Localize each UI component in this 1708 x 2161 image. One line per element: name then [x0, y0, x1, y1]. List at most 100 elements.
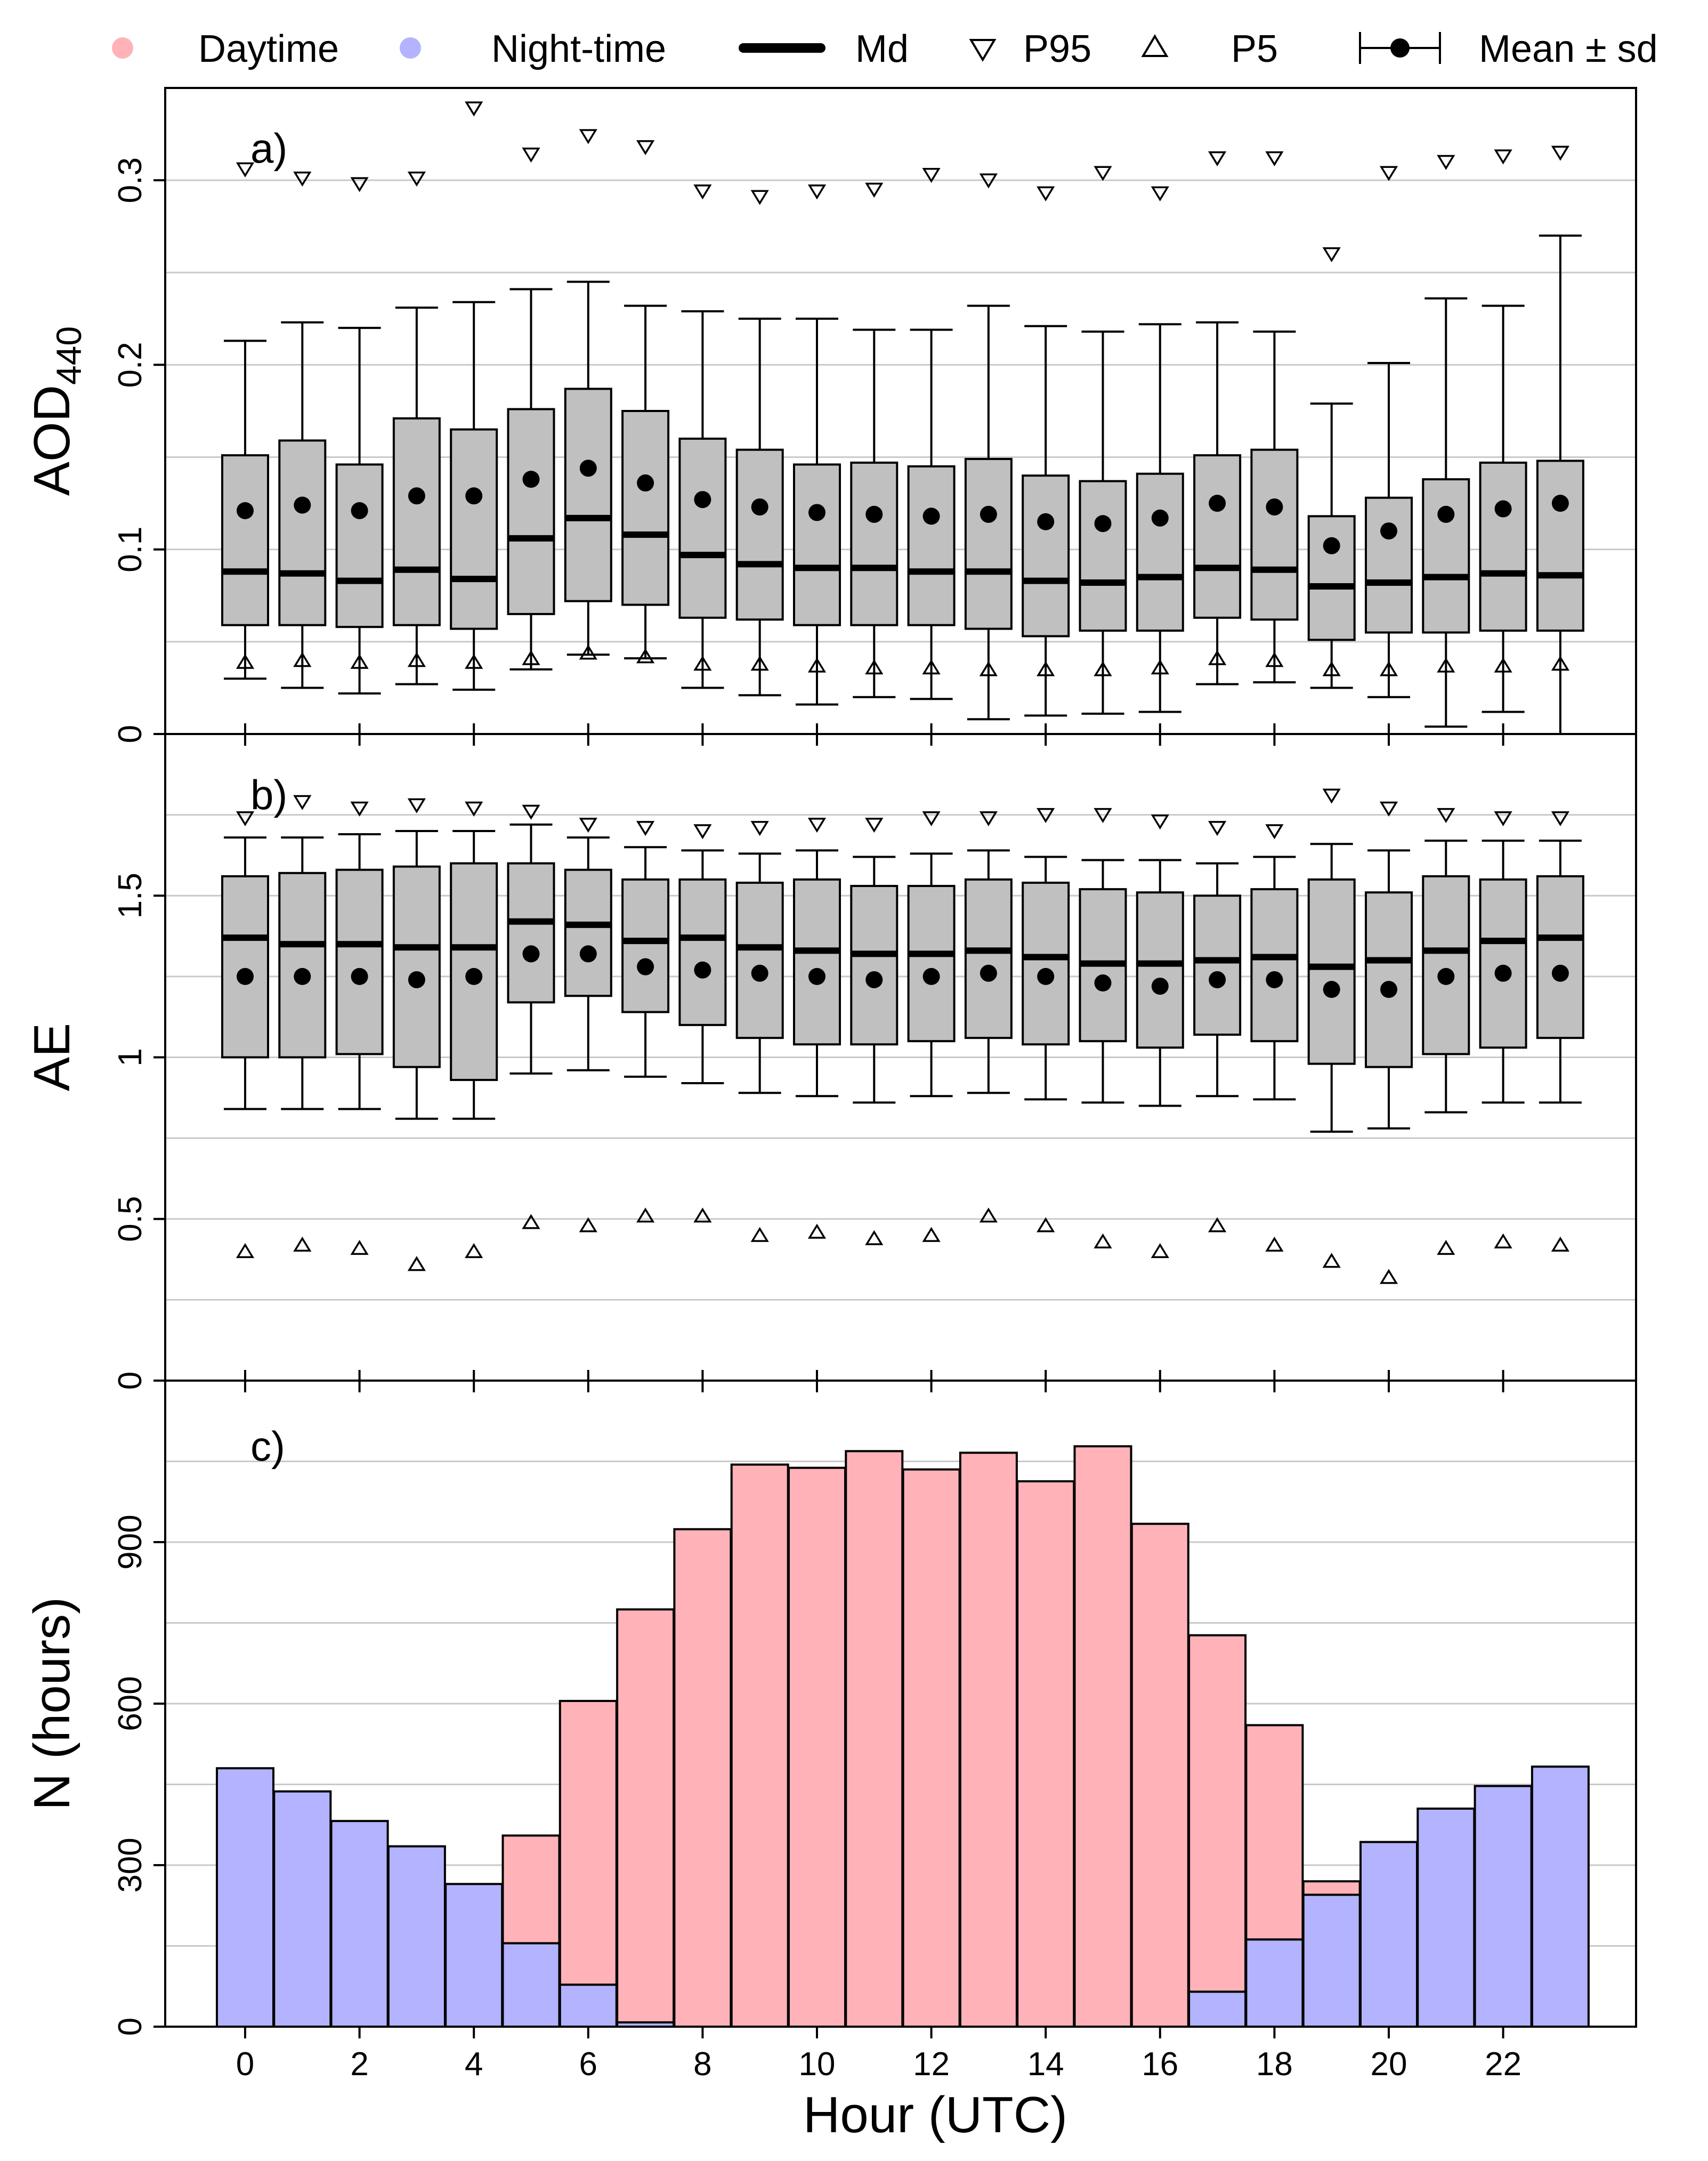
p95-marker — [865, 818, 884, 833]
p95-marker — [979, 173, 998, 189]
iqr-box — [507, 408, 555, 615]
iqr-box — [1193, 454, 1242, 619]
bar-day-hour-5 — [501, 1834, 561, 1945]
x-tick-label: 4 — [465, 2046, 483, 2083]
mean-point — [980, 505, 997, 523]
bar-night-hour-19 — [1302, 1893, 1361, 2028]
mean-point — [294, 496, 311, 514]
iqr-box — [678, 878, 727, 1026]
bar-day-hour-15 — [1073, 1445, 1132, 2028]
p95-marker — [1265, 824, 1284, 840]
mean-point — [1037, 967, 1055, 985]
p95-marker — [807, 184, 827, 200]
panel-aod: 0 0.1 0.2 0.3 a) AOD440 — [23, 87, 1637, 746]
legend-p95-label: P95 — [1023, 28, 1091, 70]
p5-marker — [1494, 1233, 1512, 1248]
box-hour-19 — [1307, 788, 1356, 1268]
x-tick-label: 16 — [1142, 2046, 1178, 2083]
legend-mean-sd-label: Mean ± sd — [1479, 28, 1658, 70]
p95-marker — [350, 801, 369, 817]
p95-marker — [522, 147, 540, 163]
y-tick-label: 0 — [112, 725, 149, 743]
mean-point — [1209, 495, 1226, 512]
iqr-box — [850, 885, 898, 1046]
bar-day-hour-9 — [730, 1463, 789, 2028]
bar-day-hour-17 — [1188, 1634, 1247, 1993]
p95-marker — [693, 824, 712, 840]
panel-aod-y-axis: 0 0.1 0.2 0.3 — [112, 157, 165, 743]
p95-marker — [465, 101, 483, 117]
bar-day-hour-14 — [1016, 1480, 1075, 2028]
mean-point — [579, 945, 597, 963]
p95-marker — [1322, 788, 1341, 804]
bar-night-hour-3 — [387, 1845, 446, 2028]
y-tick-label: 0.5 — [112, 1196, 149, 1242]
iqr-box — [278, 872, 327, 1059]
x-tick-label: 2 — [350, 2046, 368, 2083]
p5-marker — [579, 644, 597, 660]
p95-marker — [407, 171, 426, 187]
mean-point — [1151, 509, 1169, 527]
panel-aod-label: a) — [250, 125, 287, 172]
iqr-box — [1365, 891, 1413, 1068]
box-hour-5 — [507, 147, 555, 671]
iqr-box — [1022, 474, 1070, 638]
p5-marker — [865, 1230, 884, 1245]
iqr-box — [1422, 875, 1470, 1055]
legend-daytime-swatch — [112, 37, 133, 59]
panel-ae-x-ticks — [244, 1370, 1504, 1392]
legend-p95-marker — [969, 39, 997, 62]
box-hour-6 — [564, 818, 612, 1232]
x-tick-label: 6 — [579, 2046, 597, 2083]
p95-marker — [1379, 801, 1398, 817]
mean-point — [1094, 515, 1112, 533]
mean-point — [865, 971, 883, 988]
p95-marker — [922, 168, 941, 183]
iqr-box — [1422, 478, 1470, 634]
iqr-box — [1136, 891, 1184, 1049]
p5-marker — [1379, 1269, 1398, 1284]
bar-day-hour-11 — [845, 1450, 904, 2028]
iqr-box — [1250, 448, 1299, 621]
mean-point — [237, 967, 254, 985]
box-hour-10 — [793, 818, 841, 1239]
p5-marker — [1094, 661, 1112, 676]
bar-night-hour-6 — [558, 1983, 618, 2028]
p95-marker — [1494, 149, 1512, 165]
mean-point — [1494, 500, 1512, 518]
p95-marker — [1494, 811, 1512, 827]
iqr-box — [1365, 496, 1413, 634]
p5-marker — [465, 654, 483, 669]
p95-marker — [865, 182, 884, 198]
p95-marker — [1208, 821, 1227, 836]
legend: Daytime Night-time Md P95 P5 Mean ± sd — [112, 28, 1658, 70]
panel-ae-y-title: AE — [23, 1023, 80, 1091]
mean-point — [1494, 964, 1512, 982]
iqr-box — [392, 865, 441, 1068]
bar-day-hour-12 — [902, 1468, 961, 2028]
p5-marker — [350, 1239, 369, 1255]
iqr-box — [564, 868, 612, 997]
iqr-box — [964, 878, 1013, 1039]
x-tick-label: 20 — [1371, 2046, 1407, 2083]
iqr-box — [507, 862, 555, 1004]
iqr-box — [1536, 875, 1584, 1039]
box-hour-17 — [1193, 151, 1242, 686]
mean-point — [1437, 967, 1455, 985]
mean-point — [1551, 495, 1569, 512]
iqr-box — [392, 417, 441, 626]
bar-night-hour-18 — [1245, 1938, 1304, 2028]
box-hour-12 — [907, 168, 956, 700]
x-tick-label: 18 — [1256, 2046, 1293, 2083]
box-hour-14 — [1022, 808, 1070, 1232]
mean-point — [408, 971, 425, 988]
p95-marker — [350, 177, 369, 192]
mean-point — [465, 487, 483, 505]
p5-marker — [1094, 1233, 1112, 1248]
p95-marker — [1437, 155, 1455, 170]
p95-marker — [1322, 247, 1341, 263]
p5-marker — [750, 656, 769, 671]
iqr-box — [735, 448, 784, 621]
y-tick-label: 1 — [112, 1048, 149, 1066]
legend-median-label: Md — [855, 28, 909, 70]
